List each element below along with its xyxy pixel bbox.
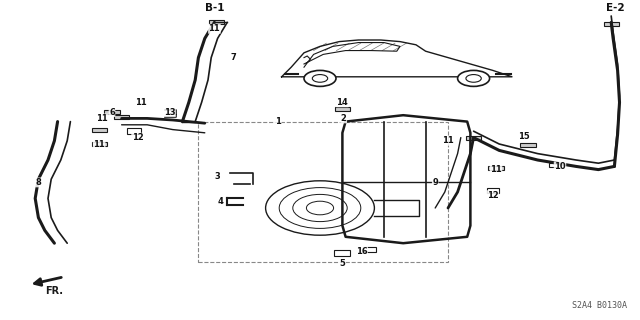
Text: 11: 11	[490, 165, 502, 174]
Bar	[92, 142, 107, 146]
Bar	[487, 188, 499, 193]
Text: 7: 7	[231, 53, 236, 62]
Circle shape	[304, 70, 336, 86]
Text: 11: 11	[97, 114, 108, 123]
Text: 11: 11	[93, 140, 105, 148]
Text: 16: 16	[356, 247, 367, 256]
Text: 6: 6	[109, 108, 115, 116]
Bar	[335, 107, 350, 111]
Circle shape	[458, 70, 490, 86]
Text: E-2: E-2	[606, 3, 625, 13]
Text: 9: 9	[433, 178, 438, 187]
Bar	[127, 128, 141, 134]
Text: 4: 4	[218, 197, 224, 206]
Text: S2A4 B0130A: S2A4 B0130A	[572, 301, 627, 310]
Bar	[92, 128, 107, 132]
Bar	[114, 115, 129, 119]
Text: 2: 2	[340, 114, 347, 123]
Text: B-1: B-1	[205, 3, 224, 13]
Text: 10: 10	[554, 162, 566, 171]
Text: 14: 14	[337, 98, 348, 107]
Bar	[364, 247, 376, 252]
Bar	[549, 163, 559, 167]
Text: 11: 11	[442, 136, 454, 145]
Polygon shape	[282, 40, 512, 77]
Bar	[335, 250, 351, 256]
Text: 11: 11	[209, 24, 220, 33]
Text: 15: 15	[518, 132, 529, 140]
Text: 13: 13	[164, 108, 175, 116]
Text: 12: 12	[132, 133, 143, 142]
Text: 12: 12	[487, 191, 499, 200]
Text: 5: 5	[339, 260, 346, 268]
Bar	[104, 110, 120, 114]
Bar	[488, 166, 504, 170]
Text: FR.: FR.	[45, 285, 63, 296]
Bar	[520, 143, 536, 147]
Bar	[604, 22, 619, 26]
Text: 1: 1	[275, 117, 282, 126]
Bar	[466, 136, 481, 140]
Bar	[209, 20, 224, 24]
Text: 11: 11	[135, 98, 147, 107]
Text: 3: 3	[215, 172, 220, 180]
Text: 8: 8	[36, 178, 41, 187]
